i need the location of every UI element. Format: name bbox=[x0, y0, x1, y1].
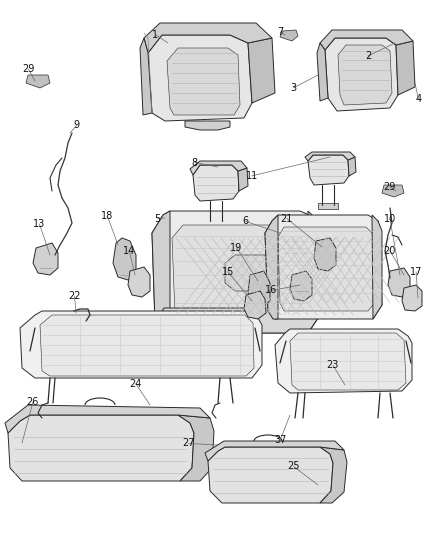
Text: 1: 1 bbox=[152, 30, 159, 39]
Polygon shape bbox=[275, 329, 412, 393]
Polygon shape bbox=[5, 405, 210, 433]
Text: 10: 10 bbox=[384, 214, 396, 223]
Polygon shape bbox=[8, 415, 194, 481]
Polygon shape bbox=[193, 165, 239, 201]
Text: 23: 23 bbox=[327, 360, 339, 370]
Polygon shape bbox=[265, 215, 278, 319]
Polygon shape bbox=[20, 311, 262, 378]
Polygon shape bbox=[290, 271, 312, 301]
Text: 8: 8 bbox=[192, 158, 198, 167]
Text: 29: 29 bbox=[22, 64, 35, 74]
Polygon shape bbox=[308, 211, 318, 333]
Polygon shape bbox=[280, 30, 298, 41]
Polygon shape bbox=[318, 203, 338, 209]
Polygon shape bbox=[208, 447, 333, 503]
Text: 13: 13 bbox=[33, 219, 46, 229]
Polygon shape bbox=[402, 285, 422, 311]
Text: 4: 4 bbox=[415, 94, 421, 103]
Polygon shape bbox=[144, 23, 272, 53]
Text: 6: 6 bbox=[242, 216, 248, 226]
Text: 24: 24 bbox=[130, 379, 142, 389]
Polygon shape bbox=[185, 121, 230, 130]
Polygon shape bbox=[205, 219, 227, 225]
Text: 21: 21 bbox=[281, 214, 293, 223]
Text: 29: 29 bbox=[384, 182, 396, 191]
Polygon shape bbox=[167, 48, 240, 115]
Text: 19: 19 bbox=[230, 243, 243, 253]
Polygon shape bbox=[320, 30, 413, 50]
Polygon shape bbox=[140, 38, 152, 115]
Polygon shape bbox=[305, 152, 355, 161]
Text: 26: 26 bbox=[27, 398, 39, 407]
Polygon shape bbox=[148, 35, 252, 121]
Text: 9: 9 bbox=[74, 120, 80, 130]
Polygon shape bbox=[265, 215, 382, 319]
Polygon shape bbox=[128, 267, 150, 297]
Polygon shape bbox=[314, 238, 336, 271]
Polygon shape bbox=[244, 291, 266, 319]
Text: 5: 5 bbox=[155, 214, 161, 223]
Polygon shape bbox=[190, 161, 247, 175]
Polygon shape bbox=[290, 333, 406, 390]
Polygon shape bbox=[396, 41, 415, 95]
Text: 27: 27 bbox=[182, 439, 194, 448]
Polygon shape bbox=[225, 255, 272, 291]
Polygon shape bbox=[248, 271, 270, 307]
Polygon shape bbox=[113, 238, 136, 280]
Text: 22: 22 bbox=[68, 291, 81, 301]
Polygon shape bbox=[26, 75, 50, 88]
Text: 7: 7 bbox=[277, 27, 283, 37]
Polygon shape bbox=[278, 227, 376, 311]
Polygon shape bbox=[317, 43, 328, 101]
Polygon shape bbox=[348, 157, 356, 176]
Polygon shape bbox=[152, 211, 170, 333]
Polygon shape bbox=[40, 315, 254, 376]
Text: 17: 17 bbox=[410, 267, 422, 277]
Polygon shape bbox=[320, 447, 347, 503]
Polygon shape bbox=[372, 215, 382, 319]
Polygon shape bbox=[155, 308, 318, 333]
Polygon shape bbox=[178, 415, 214, 481]
Text: 25: 25 bbox=[287, 462, 300, 471]
Polygon shape bbox=[248, 38, 275, 103]
Polygon shape bbox=[382, 185, 404, 197]
Polygon shape bbox=[308, 155, 349, 185]
Text: 14: 14 bbox=[123, 246, 135, 255]
Text: 11: 11 bbox=[246, 171, 258, 181]
Polygon shape bbox=[152, 211, 318, 333]
Text: 2: 2 bbox=[365, 51, 371, 61]
Polygon shape bbox=[172, 225, 308, 325]
Text: 37: 37 bbox=[274, 435, 286, 445]
Text: 20: 20 bbox=[384, 246, 396, 255]
Text: 3: 3 bbox=[290, 83, 297, 93]
Polygon shape bbox=[388, 268, 410, 297]
Text: 18: 18 bbox=[101, 211, 113, 221]
Polygon shape bbox=[325, 38, 398, 111]
Polygon shape bbox=[33, 243, 58, 275]
Polygon shape bbox=[338, 45, 392, 105]
Polygon shape bbox=[238, 168, 248, 191]
Text: 15: 15 bbox=[222, 267, 234, 277]
Polygon shape bbox=[205, 441, 344, 461]
Text: 16: 16 bbox=[265, 286, 278, 295]
